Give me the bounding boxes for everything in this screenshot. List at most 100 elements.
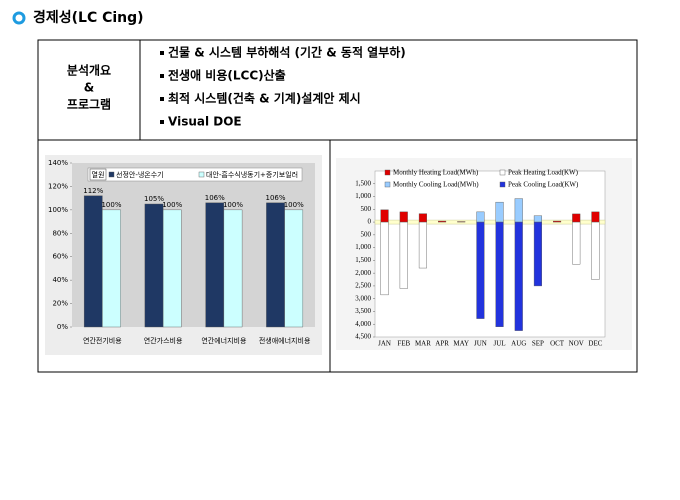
row-label: & — [84, 81, 94, 95]
x-tick-label: AUG — [511, 340, 526, 348]
table-frame — [37, 39, 638, 373]
value-label: 100% — [162, 201, 182, 209]
x-tick-label: APR — [435, 340, 449, 348]
x-tick-label: FEB — [397, 340, 410, 348]
bar — [284, 209, 304, 328]
y-tick-label: 1,000 — [355, 243, 371, 251]
legend-box — [87, 167, 303, 182]
bar — [495, 201, 504, 223]
bar — [83, 195, 103, 328]
x-tick-label: JAN — [378, 340, 391, 348]
x-tick-label: DEC — [588, 340, 602, 348]
bullet — [160, 51, 164, 55]
y-tick-label: 4,500 — [355, 333, 371, 341]
y-tick-label: 2,000 — [355, 269, 371, 277]
legend-label: Monthly Cooling Load(MWh) — [393, 181, 479, 189]
x-tick-label: OCT — [550, 340, 565, 348]
item: 최적 시스템(건축 & 기계)설계안 제시 — [168, 91, 361, 106]
bullet — [160, 97, 164, 101]
bar — [533, 221, 542, 287]
bar — [495, 221, 504, 327]
bar — [591, 221, 600, 280]
legend-label: Monthly Heating Load(MWh) — [393, 169, 479, 177]
bar — [418, 213, 427, 223]
x-tick-label: MAR — [415, 340, 431, 348]
x-tick-label: JUL — [494, 340, 506, 348]
bar — [591, 211, 600, 223]
legend-swatch — [384, 181, 391, 188]
title-icon — [12, 11, 26, 25]
y-tick-label: 1,000 — [355, 192, 371, 200]
bar — [572, 221, 581, 265]
y-tick-label: 500 — [361, 205, 372, 213]
legend-title: 열원 — [92, 170, 105, 179]
legend-swatch — [384, 169, 391, 176]
y-tick-label: 60% — [52, 253, 68, 261]
bar — [476, 211, 485, 223]
legend-swatch — [108, 171, 115, 178]
bar — [418, 221, 427, 269]
bar — [476, 221, 485, 319]
bar — [144, 203, 164, 328]
x-tick-label: 연간에너지비용 — [201, 336, 247, 345]
bar — [102, 209, 121, 328]
bar — [514, 198, 523, 223]
value-label: 106% — [266, 194, 286, 202]
y-tick-label: 1,500 — [355, 256, 371, 264]
y-tick-label: 20% — [52, 300, 68, 308]
item: 건물 & 시스템 부하해석 (기간 & 동적 열부하) — [168, 45, 406, 60]
y-tick-label: 500 — [361, 230, 372, 238]
bar — [572, 213, 581, 223]
bar — [438, 220, 447, 223]
y-tick-label: 120% — [48, 182, 68, 190]
y-tick-label: 0% — [57, 323, 68, 331]
y-tick-label: 80% — [52, 229, 68, 237]
value-label: 112% — [83, 187, 103, 195]
row-label: 프로그램 — [67, 97, 111, 112]
legend-label: Peak Heating Load(KW) — [508, 169, 579, 177]
bar — [223, 209, 243, 328]
y-tick-label: 140% — [48, 159, 68, 167]
x-tick-label: 연간가스비용 — [144, 336, 183, 345]
legend-swatch — [198, 171, 205, 178]
x-tick-label: JUN — [474, 340, 487, 348]
bullet — [160, 120, 164, 124]
x-tick-label: 전생애에너지비용 — [259, 336, 311, 345]
plot-area — [374, 170, 606, 338]
y-tick-label: 1,500 — [355, 179, 371, 187]
legend-swatch — [499, 181, 506, 188]
bar — [380, 221, 389, 296]
y-tick-label: 100% — [48, 206, 68, 214]
x-tick-label: SEP — [532, 340, 544, 348]
bar — [399, 211, 408, 223]
x-tick-label: NOV — [569, 340, 584, 348]
bar — [457, 221, 466, 223]
y-tick-label: 4,000 — [355, 320, 371, 328]
value-label: 100% — [101, 201, 121, 209]
bar — [553, 220, 562, 223]
bar — [162, 209, 182, 328]
x-tick-label: 연간전기비용 — [83, 336, 122, 345]
legend-title-box — [89, 168, 107, 181]
legend-swatch — [499, 169, 506, 176]
bar — [514, 221, 523, 331]
legend-label: Peak Cooling Load(KW) — [508, 181, 579, 189]
bar — [266, 202, 285, 328]
item: Visual DOE — [168, 115, 242, 129]
value-label: 100% — [223, 201, 243, 209]
y-tick-label: 40% — [52, 276, 68, 284]
value-label: 100% — [284, 201, 304, 209]
item: 전생애 비용(LCC)산출 — [168, 68, 286, 83]
bar — [380, 209, 389, 223]
bar — [399, 221, 408, 289]
bar — [533, 215, 542, 223]
row-label: 분석개요 — [67, 64, 111, 78]
y-tick-label: 3,500 — [355, 307, 371, 315]
y-tick-label: 3,000 — [355, 294, 371, 302]
value-label: 106% — [205, 194, 225, 202]
y-tick-label: 2,500 — [355, 282, 371, 290]
page-title: 경제성(LC Cing) — [33, 9, 144, 26]
legend-label: 선정안-냉온수기 — [116, 170, 164, 179]
y-tick-label: 0 — [368, 218, 372, 226]
